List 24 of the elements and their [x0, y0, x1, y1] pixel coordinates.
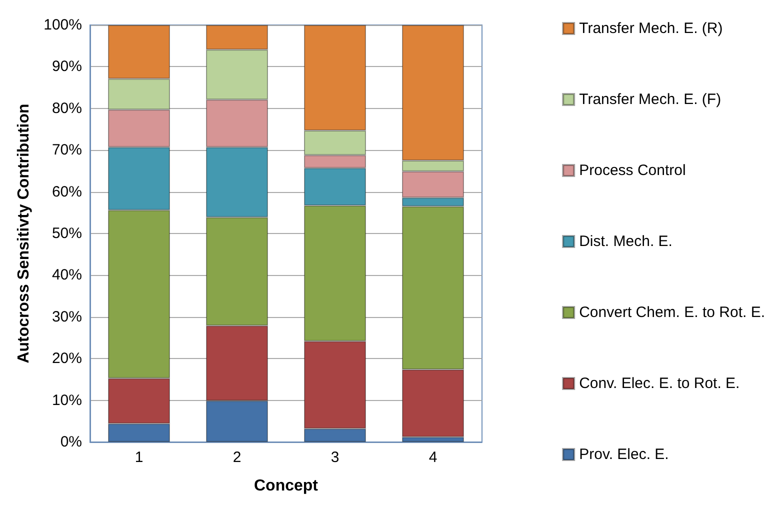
legend-label: Dist. Mech. E.: [579, 233, 672, 250]
y-tick-label: 70%: [52, 142, 82, 159]
y-tick-label: 0%: [60, 434, 82, 450]
y-axis-title: Autocross Sensitivty Contribution: [16, 104, 32, 364]
legend-label: Prov. Elec. E.: [579, 446, 669, 463]
y-tick-label: 50%: [52, 225, 82, 242]
legend-label: Process Control: [579, 162, 686, 179]
y-tick-label: 30%: [52, 308, 82, 326]
legend-label: Convert Chem. E. to Rot. E.: [579, 304, 766, 321]
y-tick-label: 10%: [52, 392, 82, 409]
y-tick-label: 100%: [44, 16, 82, 34]
x-tick-label: 2: [232, 449, 242, 466]
x-axis-title: Concept: [254, 478, 319, 494]
y-tick-label: 80%: [52, 100, 82, 117]
x-tick-label: 3: [330, 449, 340, 466]
y-tick-label: 40%: [52, 266, 82, 284]
x-tick-label: 4: [428, 449, 438, 466]
legend-label: Transfer Mech. E. (F): [579, 91, 722, 108]
y-tick-label: 20%: [52, 350, 82, 368]
legend-label: Transfer Mech. E. (R): [579, 20, 723, 37]
x-tick-label: 1: [134, 449, 144, 466]
legend-label: Conv. Elec. E. to Rot. E.: [579, 375, 740, 392]
y-tick-label: 90%: [52, 58, 82, 76]
y-tick-label: 60%: [52, 183, 82, 200]
